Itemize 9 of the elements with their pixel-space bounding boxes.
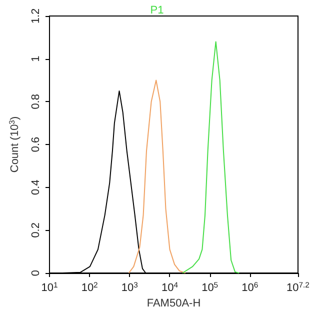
y-tick-label: 1 xyxy=(30,56,42,62)
y-tick-label: 0.6 xyxy=(30,136,42,152)
y-tick-label: 0 xyxy=(30,270,42,276)
y-tick-label: 0.4 xyxy=(30,180,42,195)
y-tick-label: 0.8 xyxy=(30,94,42,110)
chart-title: P1 xyxy=(150,4,164,16)
y-tick-label: 0.2 xyxy=(30,222,42,238)
x-axis-title: FAM50A-H xyxy=(146,298,201,310)
y-tick-label: 1.2 xyxy=(30,8,42,24)
